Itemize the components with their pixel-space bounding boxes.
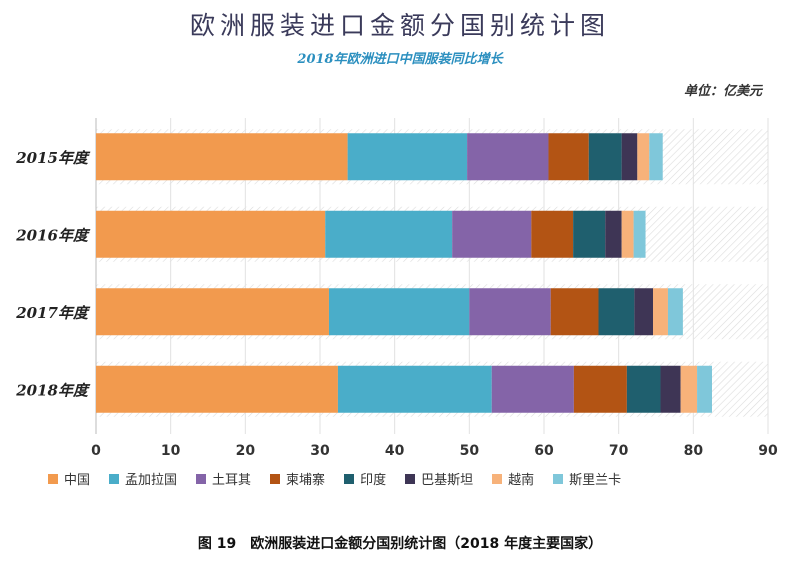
x-tick-label: 50 — [460, 443, 480, 459]
legend-label: 印度 — [360, 473, 387, 488]
bar-segment — [531, 210, 574, 258]
bar-segment — [621, 133, 638, 181]
chart-title: 欧洲服装进口金额分国别统计图 — [189, 11, 610, 40]
bar-segment — [637, 133, 650, 181]
x-tick-label: 90 — [758, 443, 778, 459]
legend-item: 斯里兰卡 — [553, 469, 621, 488]
legend-label: 孟加拉国 — [125, 473, 178, 488]
bar-segment — [548, 133, 589, 181]
bar-segment — [96, 365, 338, 413]
legend-swatch — [553, 473, 564, 484]
bar-segment — [605, 210, 622, 258]
x-tick-label: 80 — [684, 443, 704, 459]
unit-label: 单位：亿美元 — [683, 84, 762, 99]
bar-segment — [347, 133, 468, 181]
legend-label: 土耳其 — [212, 473, 252, 488]
legend-label: 中国 — [64, 473, 91, 488]
chart-legend: 中国 孟加拉国 土耳其 柬埔寨 印度 巴基斯坦 越南 斯里兰卡 — [48, 469, 768, 488]
bar-segment — [626, 365, 661, 413]
bar-segment — [491, 365, 574, 413]
x-tick-label: 10 — [161, 443, 181, 459]
bar-segment — [653, 288, 668, 336]
bar-segment — [633, 210, 646, 258]
legend-swatch — [344, 473, 355, 484]
x-tick-label: 40 — [385, 443, 405, 459]
bar-segment — [96, 288, 329, 336]
legend-item: 中国 — [48, 469, 90, 488]
x-tick-label: 70 — [609, 443, 629, 459]
bar-segment — [660, 365, 681, 413]
legend-item: 巴基斯坦 — [405, 469, 473, 488]
bar-segment — [469, 288, 551, 336]
bar-segment — [325, 210, 453, 258]
bar-segment — [573, 365, 627, 413]
y-tick-label: 2015年度 — [15, 149, 91, 167]
bar-segment — [467, 133, 549, 181]
bar-segment — [667, 288, 683, 336]
legend-label: 越南 — [508, 473, 535, 488]
bar-segment — [573, 210, 606, 258]
legend-item: 柬埔寨 — [270, 469, 325, 488]
legend-swatch — [48, 473, 58, 484]
legend-label: 巴基斯坦 — [421, 473, 474, 488]
legend-item: 越南 — [492, 469, 534, 488]
x-tick-label: 20 — [236, 443, 256, 459]
x-tick-label: 0 — [91, 443, 101, 459]
legend-swatch — [109, 473, 120, 484]
legend-item: 印度 — [344, 469, 386, 488]
bar-segment — [550, 288, 599, 336]
y-tick-label: 2016年度 — [15, 226, 91, 244]
chart-subtitle: 2018年欧洲进口中国服装同比增长 — [297, 52, 503, 67]
bar-segment — [634, 288, 654, 336]
y-tick-label: 2018年度 — [15, 381, 91, 399]
legend-swatch — [492, 473, 503, 484]
bar-segment — [588, 133, 622, 181]
bar-segment — [96, 133, 348, 181]
legend-swatch — [270, 473, 281, 484]
x-tick-label: 30 — [310, 443, 330, 459]
x-tick-label: 60 — [534, 443, 554, 459]
legend-item: 孟加拉国 — [109, 469, 177, 488]
legend-label: 柬埔寨 — [286, 473, 326, 488]
bar-segment — [680, 365, 698, 413]
bar-segment — [96, 210, 326, 258]
legend-swatch — [405, 473, 416, 484]
bar-segment — [328, 288, 470, 336]
bar-segment — [649, 133, 663, 181]
y-tick-label: 2017年度 — [15, 304, 91, 322]
bar-segment — [598, 288, 635, 336]
bar-segment — [337, 365, 492, 413]
legend-swatch — [196, 473, 207, 484]
figure-caption: 图 19 欧洲服装进口金额分国别统计图（2018 年度主要国家） — [197, 536, 603, 552]
bar-segment — [452, 210, 532, 258]
legend-item: 土耳其 — [196, 469, 251, 488]
bar-segment — [621, 210, 634, 258]
bar-segment — [697, 365, 712, 413]
legend-label: 斯里兰卡 — [569, 473, 622, 488]
